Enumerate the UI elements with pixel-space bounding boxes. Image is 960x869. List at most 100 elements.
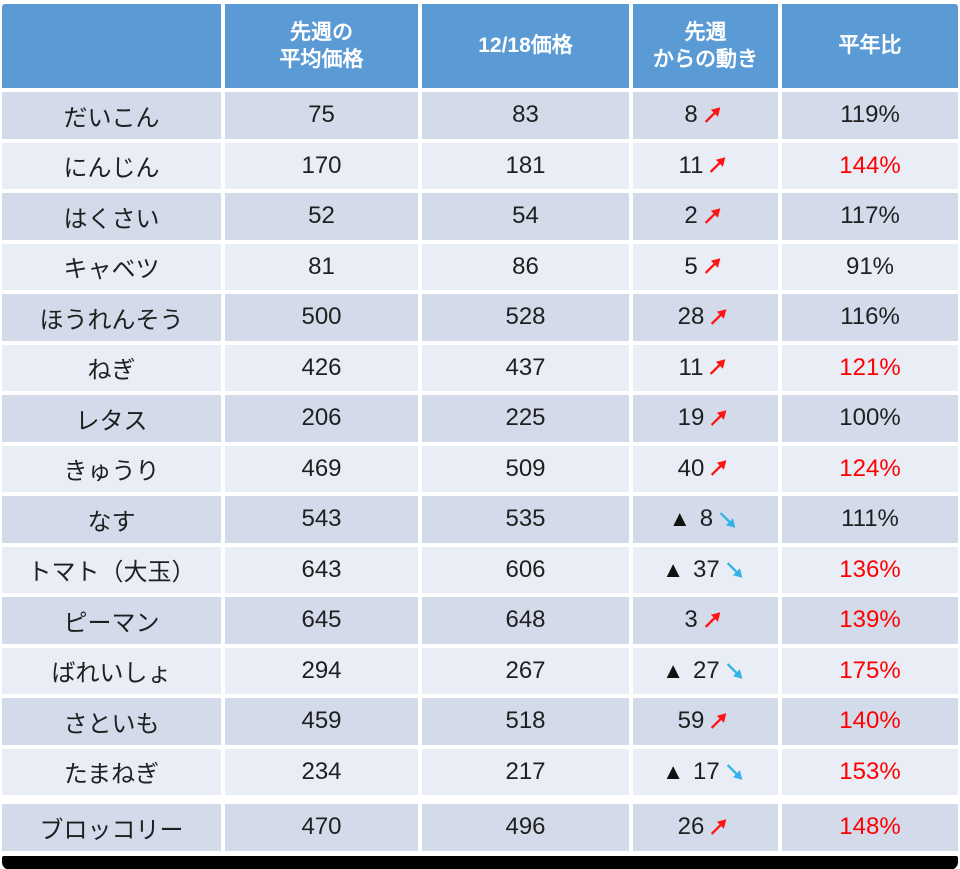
- last-week-average-price: 426: [225, 344, 418, 391]
- last-week-average-price: 459: [225, 698, 418, 745]
- table-row: なす 543 535 ▲ 8 111%: [2, 496, 958, 543]
- up-right-trend-arrow-icon: [711, 308, 727, 325]
- current-price: 181: [422, 142, 629, 189]
- last-week-average-price: 81: [225, 243, 418, 290]
- table-row: ばれいしょ 294 267 ▲ 27 175%: [2, 647, 958, 694]
- table-row: さといも 459 518 59 140%: [2, 698, 958, 745]
- change-from-last-week-cell: 2: [633, 193, 778, 240]
- ratio-to-average-year: 124%: [782, 445, 958, 492]
- change-value: 5: [684, 252, 698, 280]
- change-value: 3: [684, 606, 698, 634]
- up-right-trend-arrow-icon: [710, 359, 726, 376]
- change-value: 59: [677, 707, 705, 735]
- table-row: ねぎ 426 437 11 121%: [2, 344, 958, 391]
- change-from-last-week-cell: 3: [633, 597, 778, 644]
- change-value: 26: [677, 813, 705, 841]
- vegetable-name: トマト（大玉）: [2, 546, 221, 593]
- current-price: 535: [422, 496, 629, 543]
- down-right-trend-arrow-icon: [719, 511, 736, 528]
- table-row: キャベツ 81 86 5 91%: [2, 243, 958, 290]
- ratio-to-average-year: 144%: [782, 142, 958, 189]
- vegetable-name: たまねぎ: [2, 748, 221, 795]
- ratio-to-average-year: 117%: [782, 193, 958, 240]
- change-value: 11: [678, 151, 704, 179]
- decrease-triangle-icon: ▲: [662, 556, 685, 582]
- down-right-trend-arrow-icon: [726, 562, 743, 579]
- table-row: トマト（大玉） 643 606 ▲ 37 136%: [2, 546, 958, 593]
- vegetable-name: なす: [2, 496, 221, 543]
- up-right-trend-arrow-icon: [711, 818, 727, 835]
- up-right-trend-arrow-icon: [704, 106, 721, 123]
- last-week-average-price: 500: [225, 294, 418, 341]
- change-from-last-week-cell: ▲ 8: [633, 496, 778, 543]
- down-right-trend-arrow-icon: [726, 663, 743, 680]
- change-value: 17: [693, 757, 720, 785]
- current-price: 54: [422, 193, 629, 240]
- ratio-to-average-year: 153%: [782, 748, 958, 795]
- decrease-triangle-icon: ▲: [662, 657, 685, 683]
- ratio-to-average-year: 100%: [782, 395, 958, 442]
- current-price: 496: [422, 804, 629, 851]
- ratio-to-average-year: 148%: [782, 804, 958, 851]
- change-from-last-week-cell: 5: [633, 243, 778, 290]
- vegetable-name: ピーマン: [2, 597, 221, 644]
- column-header-vegetable: [2, 4, 221, 88]
- ratio-to-average-year: 111%: [782, 496, 958, 543]
- vegetable-name: ブロッコリー: [2, 804, 221, 851]
- up-right-trend-arrow-icon: [711, 409, 727, 426]
- last-week-average-price: 206: [225, 395, 418, 442]
- change-from-last-week-cell: 11: [633, 142, 778, 189]
- change-value: 28: [677, 303, 705, 331]
- table-row: だいこん 75 83 8 119%: [2, 92, 958, 139]
- change-from-last-week-cell: 8: [633, 92, 778, 139]
- vegetable-name: ばれいしょ: [2, 647, 221, 694]
- change-value: 40: [677, 454, 705, 482]
- change-value: 19: [677, 404, 705, 432]
- current-price: 86: [422, 243, 629, 290]
- ratio-to-average-year: 91%: [782, 243, 958, 290]
- up-right-trend-arrow-icon: [710, 157, 726, 174]
- table-row: ピーマン 645 648 3 139%: [2, 597, 958, 644]
- change-from-last-week-cell: ▲ 17: [633, 748, 778, 795]
- column-header-change-from-last-week: 先週 からの動き: [633, 4, 778, 88]
- table-row: ブロッコリー 470 496 26 148%: [2, 804, 958, 851]
- ratio-to-average-year: 121%: [782, 344, 958, 391]
- vegetable-name: レタス: [2, 395, 221, 442]
- current-price: 437: [422, 344, 629, 391]
- vegetable-name: きゅうり: [2, 445, 221, 492]
- current-price: 83: [422, 92, 629, 139]
- table-header-row: 先週の 平均価格 12/18価格 先週 からの動き 平年比: [2, 4, 958, 88]
- current-price: 509: [422, 445, 629, 492]
- last-week-average-price: 543: [225, 496, 418, 543]
- decrease-triangle-icon: ▲: [662, 758, 685, 784]
- last-week-average-price: 75: [225, 92, 418, 139]
- ratio-to-average-year: 136%: [782, 546, 958, 593]
- current-price: 648: [422, 597, 629, 644]
- down-right-trend-arrow-icon: [726, 764, 743, 781]
- change-value: 11: [678, 353, 704, 381]
- up-right-trend-arrow-icon: [704, 258, 721, 275]
- change-from-last-week-cell: 59: [633, 698, 778, 745]
- last-week-average-price: 643: [225, 546, 418, 593]
- change-from-last-week-cell: 11: [633, 344, 778, 391]
- last-week-average-price: 470: [225, 804, 418, 851]
- change-from-last-week-cell: 40: [633, 445, 778, 492]
- current-price: 518: [422, 698, 629, 745]
- column-header-current-price: 12/18価格: [422, 4, 629, 88]
- change-from-last-week-cell: ▲ 27: [633, 647, 778, 694]
- vegetable-name: にんじん: [2, 142, 221, 189]
- change-value: 8: [684, 101, 698, 129]
- up-right-trend-arrow-icon: [711, 460, 727, 477]
- change-from-last-week-cell: ▲ 37: [633, 546, 778, 593]
- table-row: にんじん 170 181 11 144%: [2, 142, 958, 189]
- ratio-to-average-year: 139%: [782, 597, 958, 644]
- vegetable-name: ねぎ: [2, 344, 221, 391]
- change-from-last-week-cell: 28: [633, 294, 778, 341]
- table-row: ほうれんそう 500 528 28 116%: [2, 294, 958, 341]
- up-right-trend-arrow-icon: [704, 611, 721, 628]
- vegetable-name: だいこん: [2, 92, 221, 139]
- up-right-trend-arrow-icon: [711, 712, 727, 729]
- vegetable-name: さといも: [2, 698, 221, 745]
- table-row: はくさい 52 54 2 117%: [2, 193, 958, 240]
